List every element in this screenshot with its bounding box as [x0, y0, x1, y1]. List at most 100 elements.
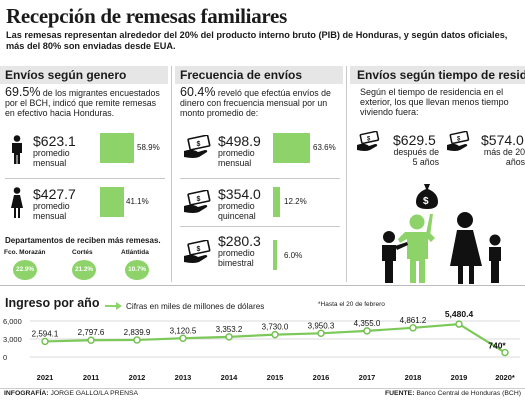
- data-label: 740*: [488, 341, 506, 351]
- data-point: [317, 329, 325, 337]
- svg-text:$: $: [457, 137, 461, 143]
- x-tick-label: 2015: [267, 373, 284, 382]
- frecuencia-amount-mensual: $498.9: [218, 133, 261, 149]
- svg-text:$: $: [197, 196, 201, 203]
- data-label: 3,950.3: [308, 321, 335, 330]
- genero-amount-mujeres: $427.7: [33, 186, 76, 202]
- x-tick-label: 2019: [451, 373, 468, 382]
- x-tick-label: 2018: [405, 373, 422, 382]
- ingreso-heading: Ingreso por año: [5, 296, 100, 310]
- x-tick-label: 2017: [359, 373, 376, 382]
- genero-text: de los migrantes encuestados por el BCH,…: [5, 88, 160, 118]
- dept-pct-bubble: 10.7%: [125, 260, 149, 280]
- depts-heading: Departamentos de reciben más remesas.: [5, 236, 161, 245]
- credit-label: INFOGRAFÍA:: [4, 390, 49, 397]
- frecuencia-pct-quincenal: 12.2%: [284, 197, 307, 206]
- ingreso-legend: Cifras en miles de millones de dólares: [126, 302, 265, 311]
- family-illustration-icon: $: [382, 184, 501, 284]
- dept-pct-bubble: 21.2%: [72, 260, 96, 280]
- source-label: FUENTE:: [385, 390, 415, 397]
- y-tick-label: 0: [3, 353, 7, 362]
- frecuencia-heading: Frecuencia de envíos: [180, 68, 303, 82]
- frecuencia-pct-mensual: 63.6%: [313, 143, 336, 152]
- data-point: [225, 333, 233, 341]
- frecuencia-bar-bimestral: [273, 240, 277, 270]
- woman-icon: [11, 187, 23, 218]
- x-tick-label: 2011: [83, 373, 99, 382]
- svg-text:$: $: [367, 137, 371, 143]
- frecuencia-bar-mensual: [273, 133, 310, 163]
- genero-intro: 69.5% de los migrantes encuestados por e…: [5, 85, 165, 118]
- data-label: 2,839.9: [124, 328, 151, 337]
- data-label: 3,120.5: [170, 326, 197, 335]
- genero-heading: Envíos según genero: [5, 68, 127, 82]
- y-tick-label: 3,000: [3, 335, 22, 344]
- money-hand-icon: $: [184, 190, 211, 213]
- dept-name: Fco. Morazán: [4, 249, 46, 256]
- x-tick-label: 2013: [175, 373, 192, 382]
- data-point: [41, 337, 49, 346]
- section-header-genero: [0, 66, 168, 84]
- money-hand-icon: $: [184, 135, 211, 158]
- column-divider: [171, 66, 172, 282]
- credit-value: JORGE GALLO/LA PRENSA: [50, 390, 139, 397]
- frecuencia-stat: 60.4%: [180, 85, 216, 99]
- frecuencia-label-bimestral: promedio bimestral: [218, 248, 255, 268]
- page-title: Recepción de remesas familiares: [6, 4, 287, 28]
- genero-label-mujeres: promedio mensual: [33, 201, 70, 221]
- data-point: [133, 336, 141, 344]
- data-point: [87, 336, 95, 344]
- frecuencia-label-quincenal: promedio quincenal: [218, 201, 256, 221]
- y-tick-label: 6,000: [3, 317, 22, 326]
- money-hand-icon: $: [447, 131, 470, 151]
- svg-text:$: $: [197, 141, 201, 148]
- genero-stat: 69.5%: [5, 85, 41, 99]
- footer-credit: INFOGRAFÍA: JORGE GALLO/LA PRENSA: [4, 390, 138, 397]
- data-point: [409, 324, 417, 332]
- genero-bar-mujeres: [100, 187, 124, 217]
- tiempo-label-5-anos: después de 5 años: [393, 147, 440, 167]
- data-point: [179, 334, 187, 342]
- frecuencia-pct-bimestral: 6.0%: [284, 251, 303, 260]
- data-label: 4,861.2: [400, 316, 427, 325]
- section-header-frecuencia: [175, 66, 343, 84]
- legend-line-icon: [105, 302, 122, 310]
- page-subtitle: Las remesas representan alrededor del 20…: [6, 30, 508, 51]
- money-hand-icon: $: [357, 131, 380, 151]
- genero-pct-hombres: 58.9%: [137, 143, 160, 152]
- row-divider: [180, 178, 340, 179]
- x-tick-label: 2020*: [495, 373, 515, 382]
- tiempo-intro: Según el tiempo de residencia en el exte…: [360, 87, 509, 117]
- ingreso-note: *Hasta el 20 de febrero: [318, 301, 385, 308]
- source-value: Banco Central de Honduras (BCH): [416, 390, 521, 397]
- tiempo-heading: Envíos según tiempo de residir: [357, 68, 525, 82]
- genero-bar-hombres: [100, 133, 135, 163]
- genero-pct-mujeres: 41.1%: [126, 197, 149, 206]
- genero-amount-hombres: $623.1: [33, 133, 76, 149]
- data-label: 3,353.2: [216, 325, 243, 334]
- footer-divider: [0, 388, 525, 389]
- dept-name: Cortés: [72, 249, 93, 256]
- frecuencia-intro: 60.4% reveló que efectúa envíos de diner…: [180, 85, 342, 118]
- data-label: 2,797.6: [78, 328, 105, 337]
- data-label: 4,355.0: [354, 319, 381, 328]
- ingreso-line-chart: 6,000 3,000 0 2,594.1 2021 2,797.6 2011 2,839.9…: [3, 310, 520, 382]
- data-label: 5,480.4: [445, 310, 474, 319]
- data-point: [455, 320, 463, 328]
- man-icon: [12, 135, 22, 164]
- data-point: [271, 330, 279, 339]
- tiempo-amount-5-anos: $629.5: [393, 132, 436, 148]
- frecuencia-bar-quincenal: [273, 187, 281, 217]
- data-point: [501, 348, 509, 357]
- svg-text:$: $: [423, 196, 429, 207]
- footer-source: FUENTE: Banco Central de Honduras (BCH): [385, 390, 521, 397]
- data-label: 2,594.1: [32, 329, 59, 338]
- genero-label-hombres: promedio mensual: [33, 148, 70, 168]
- x-tick-label: 2014: [221, 373, 239, 382]
- dept-pct-bubble: 22.9%: [13, 260, 37, 280]
- dept-name: Atlántida: [121, 249, 149, 256]
- frecuencia-label-mensual: promedio mensual: [218, 148, 255, 168]
- x-tick-label: 2016: [313, 373, 330, 382]
- money-hand-icon: $: [184, 240, 211, 263]
- tiempo-label-20-anos: más de 20 años: [483, 147, 525, 167]
